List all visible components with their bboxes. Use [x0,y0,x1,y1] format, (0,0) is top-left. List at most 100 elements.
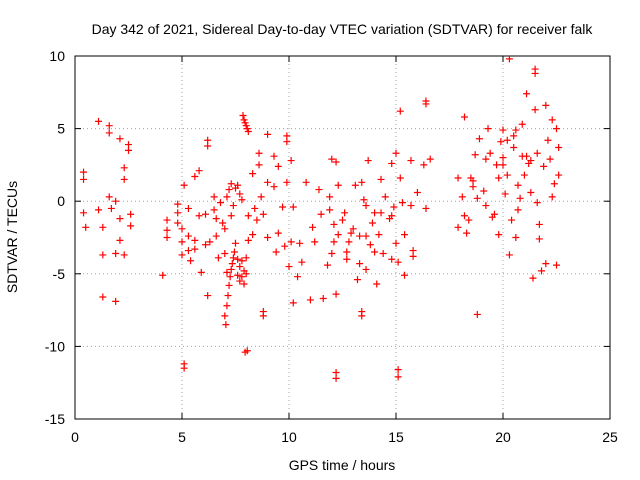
data-point [503,136,511,144]
data-point [120,175,128,183]
data-point [334,181,342,189]
data-point [238,257,246,265]
x-axis: 0 5 10 15 20 25 [71,56,618,445]
data-point [236,263,244,271]
data-point [222,321,230,329]
data-point [309,223,317,231]
data-point [105,122,113,130]
data-point [475,135,483,143]
data-point [274,229,282,237]
y-axis: 10 5 0 -5 -10 -15 [45,48,610,427]
data-point [499,126,507,134]
data-point [120,251,128,259]
plot-frame [74,55,611,420]
y-tick-label: 5 [57,121,65,137]
data-point [163,216,171,224]
data-point [422,100,430,108]
data-point [555,171,563,179]
data-point [493,161,501,169]
data-point [381,193,389,201]
data-point [343,248,351,256]
data-point [495,174,503,182]
data-point [396,107,404,115]
data-point [289,203,297,211]
data-point [409,252,417,260]
data-point [371,209,379,217]
data-point [264,130,272,138]
data-point [349,225,357,233]
data-point [279,203,287,211]
data-point [499,161,507,169]
data-point [326,206,334,214]
data-point [548,116,556,124]
data-point [232,239,239,247]
data-point [341,209,349,217]
data-point [272,248,280,256]
data-point [358,178,366,186]
y-tick-label: 10 [49,48,65,64]
data-point [80,209,88,217]
data-point [270,152,278,160]
data-point [287,238,295,246]
data-point [523,90,531,98]
data-point [107,204,115,212]
data-point [463,229,471,237]
data-point [223,193,231,201]
data-point [422,204,430,212]
x-tick-label: 20 [495,429,511,445]
data-point [527,188,535,196]
data-point [228,260,236,268]
y-tick-label: -15 [45,411,65,427]
data-point [236,277,244,285]
data-point [332,158,340,166]
data-point [259,312,267,320]
data-point [454,223,462,231]
data-point [396,174,404,182]
data-point [225,281,233,289]
data-point [163,226,171,234]
data-point [178,225,186,233]
data-point [191,236,199,244]
data-point [362,202,370,210]
data-point [217,199,225,207]
data-point [401,271,409,279]
data-point [401,231,409,239]
data-point [328,249,336,257]
data-point [482,202,490,210]
data-point [223,268,231,276]
data-point [274,162,282,170]
data-point [514,206,522,214]
data-point [187,257,195,265]
data-point [512,126,520,134]
data-point [204,292,212,300]
data-point [174,200,182,208]
data-point [249,231,257,239]
data-point [127,210,135,218]
data-point [195,167,203,175]
data-point [178,251,186,259]
data-point [388,159,396,167]
data-point [302,178,310,186]
data-point [407,157,415,165]
data-point [311,238,319,246]
data-point [548,193,556,201]
data-point [347,229,355,237]
data-point [392,239,400,247]
y-tick-label: -10 [45,338,65,354]
data-point [195,212,203,220]
data-point [454,174,462,182]
data-point [471,151,479,159]
data-point [230,248,238,256]
data-point [533,199,541,207]
data-point [116,135,124,143]
data-point [289,299,297,307]
data-point [458,193,466,201]
data-point [112,249,120,257]
data-points [80,55,563,382]
data-point [283,138,291,146]
data-point [298,258,306,266]
data-point [163,234,171,241]
data-point [553,125,560,133]
data-point [184,232,192,240]
data-point [356,232,364,240]
